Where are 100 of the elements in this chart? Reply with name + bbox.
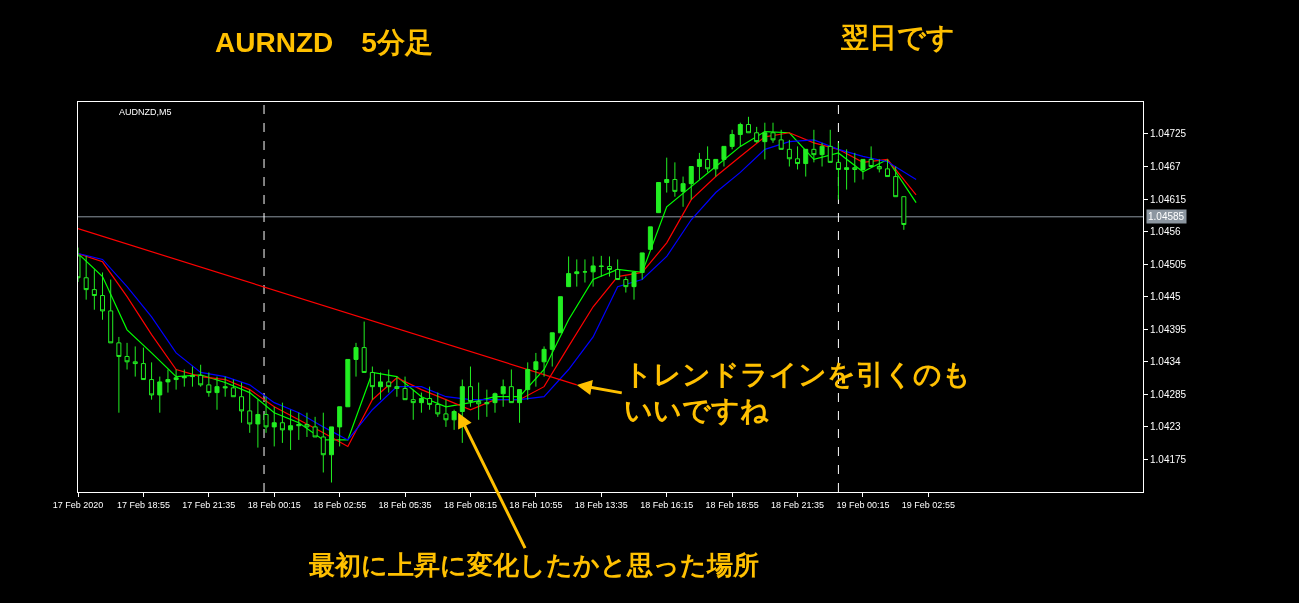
candlestick	[623, 276, 629, 294]
candlestick	[353, 342, 359, 378]
candlestick	[435, 392, 441, 418]
candlestick	[549, 332, 555, 368]
candlestick	[598, 255, 604, 278]
x-tick-label: 17 Feb 21:35	[182, 499, 236, 510]
candlestick	[140, 347, 146, 381]
candlestick	[860, 158, 866, 181]
annotation: トレンドラインを引くのもいいですね	[624, 359, 971, 427]
candlestick	[304, 412, 310, 438]
candlestick	[394, 376, 400, 398]
candlestick	[189, 366, 195, 388]
x-tick-label: 18 Feb 10:55	[509, 499, 563, 510]
candlestick	[786, 139, 792, 168]
candlestick	[713, 158, 719, 178]
candlestick	[418, 392, 424, 414]
candlestick	[459, 379, 465, 444]
candlestick	[165, 369, 171, 394]
y-tick-label: 1.0423	[1150, 421, 1182, 433]
candlestick	[361, 321, 367, 373]
candlestick	[320, 412, 326, 473]
annotation: AUDNZD,M5	[119, 107, 172, 117]
candlestick	[132, 345, 138, 378]
candlestick	[296, 412, 302, 441]
candlestick	[328, 426, 334, 484]
candlestick	[451, 409, 457, 431]
x-tick-label: 19 Feb 00:15	[836, 499, 890, 510]
candlestick	[631, 271, 637, 301]
ref-line-label: 1.04585	[1148, 211, 1185, 222]
candlestick	[443, 399, 449, 428]
candlestick	[557, 296, 563, 334]
candlestick	[500, 379, 506, 408]
candlestick	[680, 176, 686, 208]
candlestick	[484, 389, 490, 418]
candlestick	[541, 345, 547, 378]
candlestick	[803, 148, 809, 178]
candlestick	[181, 369, 187, 388]
candlestick	[868, 145, 874, 168]
candlestick	[647, 226, 653, 250]
candlestick	[737, 122, 743, 147]
candlestick	[656, 181, 662, 214]
candlestick	[288, 409, 294, 451]
candlestick	[835, 142, 841, 201]
x-tick-label: 19 Feb 02:55	[901, 499, 955, 510]
candlestick	[754, 126, 760, 144]
x-tick-label: 18 Feb 08:15	[443, 499, 497, 510]
candlestick	[508, 369, 514, 404]
candlestick	[590, 255, 596, 288]
candlestick	[876, 158, 882, 173]
candlestick	[901, 196, 907, 231]
x-tick-label: 18 Feb 00:15	[247, 499, 301, 510]
x-tick-label: 18 Feb 05:35	[378, 499, 432, 510]
x-tick-label: 18 Feb 21:35	[771, 499, 825, 510]
x-tick-label: 18 Feb 18:55	[705, 499, 759, 510]
x-tick-label: 17 Feb 2020	[52, 499, 104, 510]
text: 翌日です	[840, 22, 955, 53]
candlestick	[337, 406, 343, 447]
chart-title: AURNZD 5分足	[215, 26, 433, 58]
candlestick	[230, 379, 236, 398]
candlestick	[467, 366, 473, 408]
candlestick	[369, 366, 375, 401]
candlestick	[811, 129, 817, 163]
candlestick	[124, 342, 130, 370]
candlestick	[378, 371, 384, 401]
candlestick	[312, 416, 318, 438]
candlestick	[745, 116, 751, 134]
y-tick-label: 1.0467	[1150, 161, 1182, 173]
candlestick	[173, 369, 179, 391]
y-tick-label: 1.04615	[1150, 193, 1187, 205]
candlestick	[345, 358, 351, 408]
candlestick	[263, 396, 269, 434]
candlestick	[271, 406, 277, 447]
y-tick-label: 1.04395	[1150, 323, 1187, 335]
candlestick	[819, 142, 825, 168]
candlestick	[696, 152, 702, 181]
candlestick	[770, 122, 776, 144]
candlestick	[108, 279, 114, 344]
y-tick-label: 1.0434	[1150, 356, 1182, 368]
x-tick-label: 17 Feb 18:55	[116, 499, 170, 510]
candlestick	[116, 336, 122, 414]
candlestick	[206, 371, 212, 398]
candlestick	[492, 392, 498, 414]
candlestick	[427, 386, 433, 411]
candlestick	[402, 376, 408, 401]
candlestick	[639, 252, 645, 281]
candlestick	[688, 166, 694, 201]
candlestick	[476, 382, 482, 421]
candlestick	[574, 258, 580, 288]
candlestick	[844, 148, 850, 191]
candlestick	[672, 161, 678, 198]
candlestick	[198, 364, 204, 388]
candlestick	[386, 369, 392, 394]
x-tick-label: 18 Feb 02:55	[313, 499, 367, 510]
candlestick	[149, 361, 155, 401]
candlestick	[91, 268, 97, 311]
x-tick-label: 18 Feb 13:35	[574, 499, 628, 510]
candlestick	[222, 376, 228, 398]
candlestick	[214, 376, 220, 411]
candlestick	[533, 352, 539, 388]
y-tick-label: 1.04725	[1150, 128, 1187, 140]
